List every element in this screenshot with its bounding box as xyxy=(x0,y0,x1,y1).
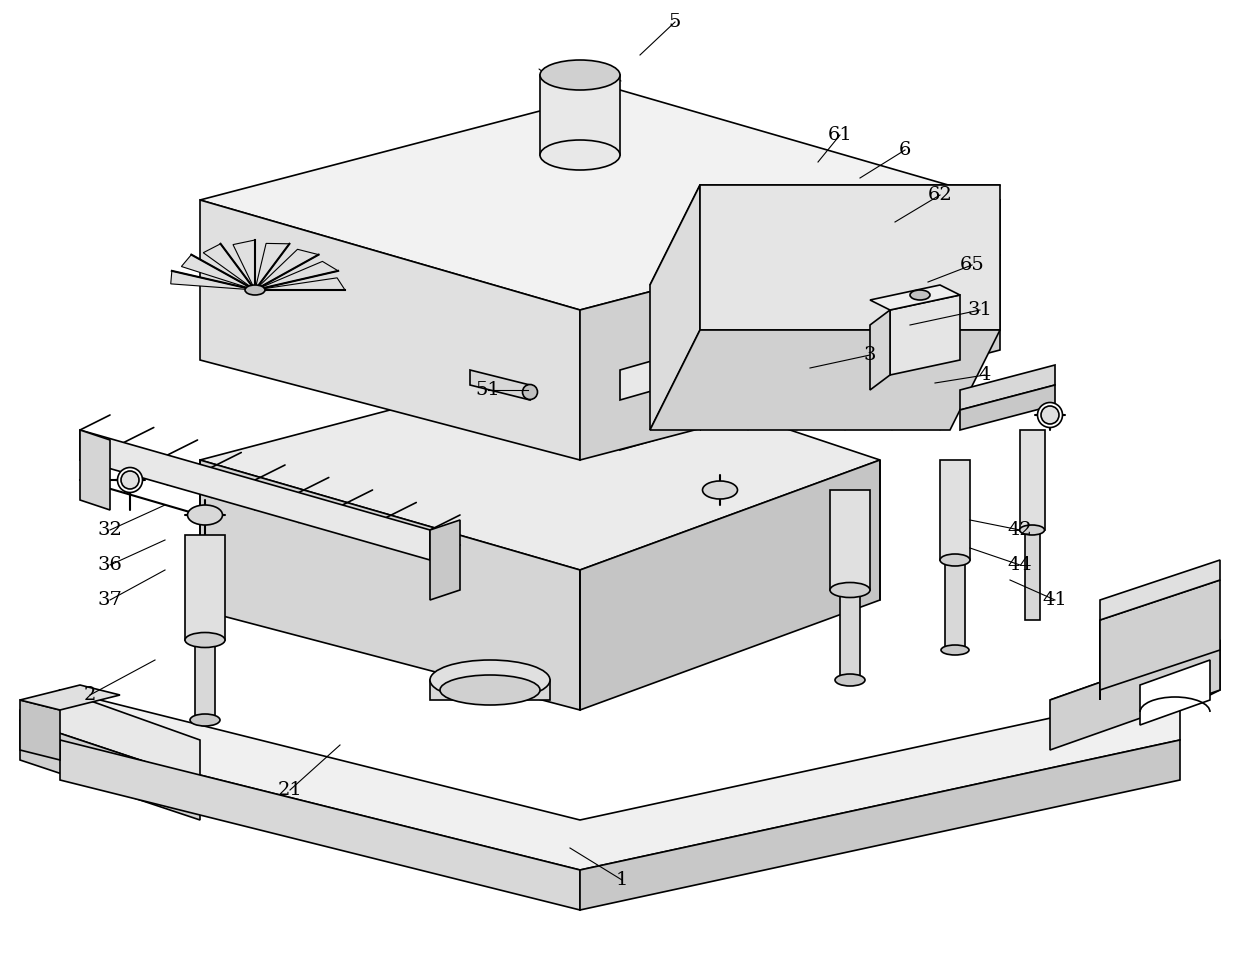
Polygon shape xyxy=(580,740,1180,910)
Polygon shape xyxy=(255,250,318,290)
Polygon shape xyxy=(171,271,255,290)
Polygon shape xyxy=(870,310,890,390)
Polygon shape xyxy=(203,244,255,290)
Polygon shape xyxy=(1140,660,1211,725)
Text: 61: 61 xyxy=(828,126,852,144)
Ellipse shape xyxy=(1020,525,1044,535)
Ellipse shape xyxy=(430,660,550,700)
Ellipse shape xyxy=(121,471,139,489)
Polygon shape xyxy=(620,270,970,400)
Polygon shape xyxy=(59,690,1180,870)
Polygon shape xyxy=(470,370,530,400)
Polygon shape xyxy=(20,700,59,760)
Polygon shape xyxy=(940,460,970,560)
Ellipse shape xyxy=(245,285,265,295)
Polygon shape xyxy=(960,385,1054,430)
Ellipse shape xyxy=(540,60,620,90)
Text: 2: 2 xyxy=(84,686,97,704)
Polygon shape xyxy=(233,240,255,290)
Ellipse shape xyxy=(190,714,221,726)
Ellipse shape xyxy=(1037,403,1063,428)
Polygon shape xyxy=(540,75,620,155)
Ellipse shape xyxy=(540,140,620,170)
Polygon shape xyxy=(430,520,460,600)
Polygon shape xyxy=(1100,580,1220,690)
Text: 3: 3 xyxy=(864,346,876,364)
Ellipse shape xyxy=(830,583,870,597)
Text: 37: 37 xyxy=(98,591,123,609)
Text: 36: 36 xyxy=(98,556,123,574)
Polygon shape xyxy=(255,243,290,290)
Polygon shape xyxy=(199,200,580,460)
Text: 32: 32 xyxy=(98,521,123,539)
Text: 6: 6 xyxy=(898,141,911,159)
Polygon shape xyxy=(1025,530,1040,620)
Ellipse shape xyxy=(835,674,865,686)
Polygon shape xyxy=(960,365,1054,410)
Polygon shape xyxy=(59,740,580,910)
Text: 4: 4 xyxy=(979,366,991,384)
Polygon shape xyxy=(185,535,225,640)
Polygon shape xyxy=(255,278,344,290)
Polygon shape xyxy=(1049,640,1220,750)
Polygon shape xyxy=(20,720,199,820)
Ellipse shape xyxy=(940,554,970,566)
Polygon shape xyxy=(580,200,1000,460)
Ellipse shape xyxy=(118,468,142,493)
Ellipse shape xyxy=(523,384,538,400)
Polygon shape xyxy=(1020,430,1044,530)
Text: 51: 51 xyxy=(476,381,501,399)
Polygon shape xyxy=(620,320,970,450)
Polygon shape xyxy=(830,490,870,590)
Text: 65: 65 xyxy=(960,256,984,274)
Polygon shape xyxy=(430,680,550,700)
Polygon shape xyxy=(945,560,965,650)
Polygon shape xyxy=(700,185,1000,330)
Polygon shape xyxy=(1100,560,1220,620)
Text: 42: 42 xyxy=(1007,521,1032,539)
Text: 5: 5 xyxy=(669,13,681,31)
Text: 1: 1 xyxy=(616,871,628,889)
Ellipse shape xyxy=(1041,406,1059,424)
Polygon shape xyxy=(870,285,960,310)
Ellipse shape xyxy=(185,632,225,648)
Polygon shape xyxy=(199,360,880,570)
Polygon shape xyxy=(20,690,199,780)
Polygon shape xyxy=(580,460,880,710)
Polygon shape xyxy=(81,430,430,560)
Text: 31: 31 xyxy=(968,301,992,319)
Ellipse shape xyxy=(909,290,930,300)
Polygon shape xyxy=(650,330,1000,430)
Text: 41: 41 xyxy=(1043,591,1067,609)
Ellipse shape xyxy=(703,481,737,499)
Polygon shape xyxy=(81,430,110,510)
Text: 62: 62 xyxy=(928,186,953,204)
Polygon shape xyxy=(890,295,960,375)
Polygon shape xyxy=(1049,640,1220,710)
Polygon shape xyxy=(650,185,1000,285)
Polygon shape xyxy=(195,640,216,720)
Text: 21: 21 xyxy=(278,781,302,799)
Polygon shape xyxy=(20,685,120,710)
Text: 44: 44 xyxy=(1007,556,1032,574)
Polygon shape xyxy=(650,185,700,430)
Polygon shape xyxy=(840,590,860,680)
Ellipse shape xyxy=(940,645,969,655)
Polygon shape xyxy=(255,261,338,290)
Polygon shape xyxy=(199,90,1000,310)
Ellipse shape xyxy=(187,505,223,525)
Polygon shape xyxy=(181,255,255,290)
Polygon shape xyxy=(620,270,970,420)
Polygon shape xyxy=(199,460,580,710)
Ellipse shape xyxy=(440,675,540,705)
